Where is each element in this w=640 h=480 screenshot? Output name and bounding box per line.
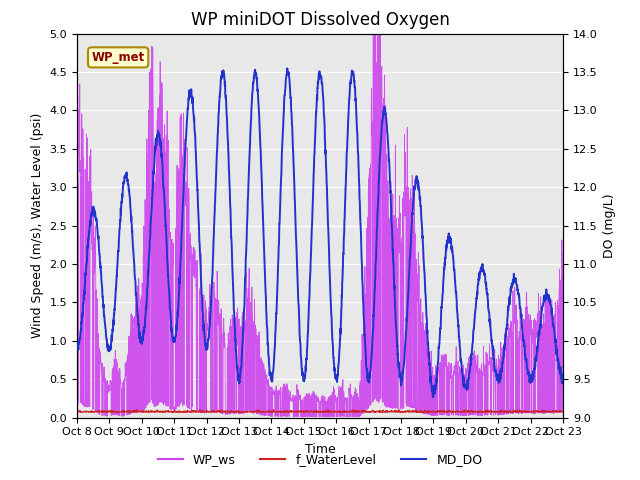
MD_DO [429,394,436,400]
f_WaterLevel [88,409,95,415]
MD_DO [284,65,291,71]
Text: WP_met: WP_met [92,51,145,64]
Y-axis label: DO (mg/L): DO (mg/L) [604,193,616,258]
Y-axis label: Wind Speed (m/s), Water Level (psi): Wind Speed (m/s), Water Level (psi) [31,113,44,338]
Line: WP_ws: WP_ws [77,34,563,417]
WP_ws [516,310,524,316]
MD_DO [73,342,81,348]
MD_DO [209,273,216,278]
Line: MD_DO: MD_DO [77,68,563,397]
Title: WP miniDOT Dissolved Oxygen: WP miniDOT Dissolved Oxygen [191,11,449,29]
Line: f_WaterLevel: f_WaterLevel [77,409,563,412]
WP_ws [318,414,326,420]
MD_DO [461,382,469,388]
f_WaterLevel [345,409,353,415]
f_WaterLevel [531,409,538,415]
WP_ws [369,31,377,36]
f_WaterLevel [559,408,567,414]
f_WaterLevel [73,408,81,414]
WP_ws [531,341,538,347]
WP_ws [461,371,469,377]
MD_DO [344,116,352,122]
f_WaterLevel [334,408,342,414]
MD_DO [531,366,538,372]
X-axis label: Time: Time [305,443,335,456]
Legend: WP_ws, f_WaterLevel, MD_DO: WP_ws, f_WaterLevel, MD_DO [152,448,488,471]
WP_ws [344,413,352,419]
f_WaterLevel [209,408,216,413]
f_WaterLevel [461,407,469,413]
MD_DO [516,306,524,312]
MD_DO [559,379,567,384]
MD_DO [334,372,342,377]
WP_ws [334,394,342,400]
WP_ws [559,248,567,254]
WP_ws [209,299,216,304]
WP_ws [73,276,81,282]
f_WaterLevel [516,409,524,415]
f_WaterLevel [269,407,277,412]
